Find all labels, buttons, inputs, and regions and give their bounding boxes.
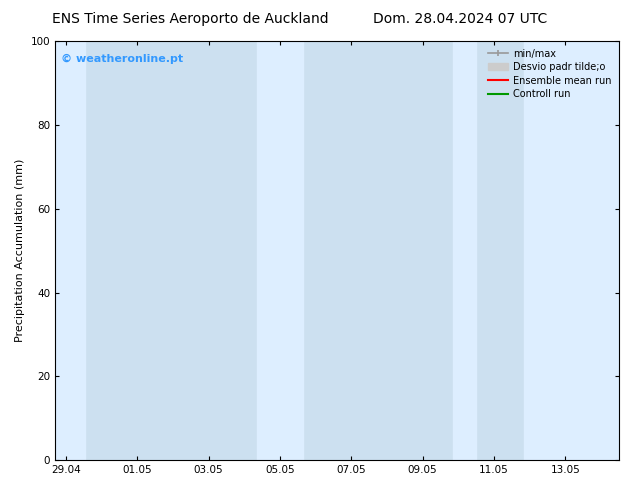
Bar [453, 41, 476, 460]
Bar [524, 41, 619, 460]
Bar [257, 41, 280, 460]
Bar [55, 41, 86, 460]
Y-axis label: Precipitation Accumulation (mm): Precipitation Accumulation (mm) [15, 159, 25, 343]
Text: Dom. 28.04.2024 07 UTC: Dom. 28.04.2024 07 UTC [373, 12, 547, 26]
Text: ENS Time Series Aeroporto de Auckland: ENS Time Series Aeroporto de Auckland [52, 12, 328, 26]
Text: © weatheronline.pt: © weatheronline.pt [61, 53, 183, 64]
Legend: min/max, Desvio padr tilde;o, Ensemble mean run, Controll run: min/max, Desvio padr tilde;o, Ensemble m… [484, 45, 615, 103]
Bar [280, 41, 303, 460]
